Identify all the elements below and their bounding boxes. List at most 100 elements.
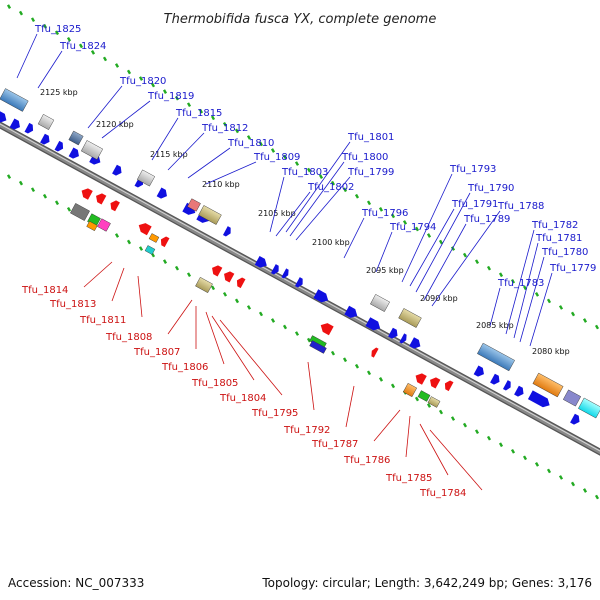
gene-label-top[interactable]: Tfu_1815 [175,108,222,119]
gene-feature [473,365,484,377]
gene-label-top[interactable]: Tfu_1819 [147,91,194,102]
leader-line-top [529,272,553,347]
gene-label-top[interactable]: Tfu_1788 [497,201,544,212]
tick-row-top [594,324,600,330]
forward-gene-arrow [514,385,524,397]
gene-feature [148,233,160,243]
gene-label-bottom[interactable]: Tfu_1808 [105,332,152,343]
gene-label-top[interactable]: Tfu_1810 [227,138,274,149]
gene-label-top[interactable]: Tfu_1779 [549,263,596,274]
gene-label-bottom[interactable]: Tfu_1792 [283,425,330,436]
genome-summary-label: Topology: circular; Length: 3,642,249 bp… [261,576,592,590]
gene-box [80,140,104,160]
reverse-gene-arrow [430,377,441,389]
gene-label-bottom[interactable]: Tfu_1805 [191,378,238,389]
gene-label-top[interactable]: Tfu_1820 [119,76,166,87]
gene-feature [562,389,582,407]
gene-feature [160,236,170,248]
leader-line-bottom [111,267,125,302]
tick-row-top [306,167,312,173]
gene-box [144,245,156,255]
tick-row-bottom [30,187,36,193]
forward-gene-arrow [54,140,64,152]
gene-label-top[interactable]: Tfu_1791 [451,199,498,210]
gene-label-top[interactable]: Tfu_1796 [361,208,408,219]
gene-label-top[interactable]: Tfu_1782 [531,220,578,231]
leader-line-bottom [345,385,355,428]
tick-row-top [270,148,276,153]
gene-label-top[interactable]: Tfu_1803 [281,167,328,178]
forward-gene-arrow [344,305,358,318]
forward-gene-arrow [40,133,50,145]
gene-label-bottom[interactable]: Tfu_1813 [49,299,96,310]
tick-row-bottom [6,174,12,179]
gene-feature [254,255,267,268]
gene-label-top[interactable]: Tfu_1800 [341,152,388,163]
gene-feature [112,164,122,176]
tick-row-bottom [342,357,348,363]
gene-label-bottom[interactable]: Tfu_1814 [21,285,68,296]
leader-line-top [409,208,455,287]
gene-feature [502,380,511,391]
gene-feature [490,373,500,385]
gene-feature [195,276,213,294]
tick-row-top [126,69,132,75]
gene-label-top[interactable]: Tfu_1812 [201,123,248,134]
backbone-highlight [0,123,600,452]
tick-row-top [486,265,492,271]
gene-label-top[interactable]: Tfu_1825 [34,24,81,35]
gene-label-top[interactable]: Tfu_1794 [389,222,436,233]
tick-row-top [426,233,432,238]
gene-label-top[interactable]: Tfu_1824 [59,41,106,52]
gene-label-bottom[interactable]: Tfu_1807 [133,347,180,358]
gene-label-top[interactable]: Tfu_1790 [467,183,514,194]
gene-label-bottom[interactable]: Tfu_1785 [385,473,432,484]
gene-feature [444,380,454,392]
forward-gene-arrow [112,164,122,176]
gene-label-top[interactable]: Tfu_1783 [497,278,544,289]
tick-row-bottom [126,239,132,245]
gene-label-bottom[interactable]: Tfu_1787 [311,439,358,450]
gene-label-top[interactable]: Tfu_1789 [463,214,510,225]
tick-row-top [402,220,408,225]
gene-label-bottom[interactable]: Tfu_1786 [343,455,390,466]
tick-row-bottom [510,448,516,454]
forward-gene-arrow [502,380,511,391]
gene-feature [222,226,231,237]
tick-row-bottom [174,265,180,271]
forward-gene-arrow [0,111,7,123]
gene-label-bottom[interactable]: Tfu_1811 [79,315,126,326]
gene-feature [578,397,600,419]
gene-feature [570,413,580,425]
tick-row-bottom [246,305,252,310]
tick-row-bottom [258,311,264,317]
gene-feature [398,308,422,328]
gene-label-top[interactable]: Tfu_1799 [347,167,394,178]
forward-gene-arrow [570,413,580,425]
tick-row-bottom [186,272,192,278]
tick-row-top [102,56,108,62]
gene-box [195,276,213,294]
gene-label-top[interactable]: Tfu_1781 [535,233,582,244]
forward-gene-arrow [473,365,484,377]
gene-box [578,397,600,419]
gene-label-bottom[interactable]: Tfu_1806 [161,362,208,373]
tick-row-top [138,76,144,81]
gene-label-top[interactable]: Tfu_1793 [449,164,496,175]
gene-label-top[interactable]: Tfu_1801 [347,132,394,143]
tick-row-top [450,246,456,251]
gene-label-top[interactable]: Tfu_1780 [541,247,588,258]
forward-gene-arrow [365,317,381,331]
gene-label-bottom[interactable]: Tfu_1804 [219,393,266,404]
scale-label: 2105 kbp [258,209,296,218]
tick-row-top [534,292,540,297]
gene-label-bottom[interactable]: Tfu_1784 [419,488,466,499]
leader-line-top [167,132,205,171]
tick-row-top [414,226,420,232]
gene-box [187,198,201,212]
gene-label-top[interactable]: Tfu_1809 [253,152,300,163]
gene-label-top[interactable]: Tfu_1802 [307,182,354,193]
gene-feature [532,372,564,398]
gene-label-bottom[interactable]: Tfu_1795 [251,408,298,419]
gene-feature [514,385,524,397]
